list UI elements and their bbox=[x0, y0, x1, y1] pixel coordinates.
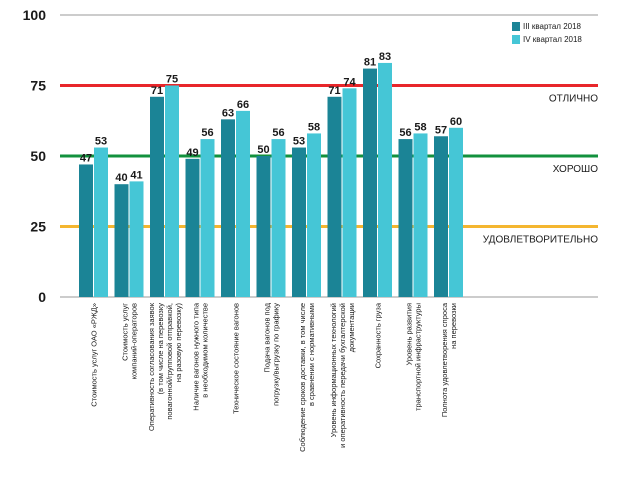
bar bbox=[413, 133, 428, 297]
reference-line-label: ХОРОШО bbox=[553, 164, 599, 175]
category-label: Сохранность груза bbox=[374, 302, 383, 368]
data-label: 53 bbox=[95, 136, 107, 148]
bar bbox=[363, 68, 377, 297]
data-label: 41 bbox=[130, 169, 142, 181]
y-tick-label: 75 bbox=[30, 78, 46, 94]
bar bbox=[256, 156, 271, 297]
data-label: 58 bbox=[308, 121, 320, 133]
reference-line-label: ОТЛИЧНО bbox=[549, 94, 598, 105]
bar bbox=[307, 133, 321, 297]
legend: III квартал 2018 IV квартал 2018 bbox=[512, 22, 582, 44]
data-label: 83 bbox=[379, 51, 391, 63]
bar bbox=[292, 147, 306, 297]
category-label: Оперативность согласования заявок(в том … bbox=[147, 302, 183, 431]
bar bbox=[434, 136, 448, 297]
data-label: 53 bbox=[293, 136, 305, 148]
category-label: Техническое состояние вагонов bbox=[232, 303, 241, 414]
bar bbox=[271, 139, 286, 297]
bar bbox=[165, 85, 179, 297]
bar bbox=[221, 119, 235, 297]
data-label: 81 bbox=[364, 57, 376, 69]
data-label: 66 bbox=[237, 99, 249, 111]
bar bbox=[94, 147, 108, 297]
legend-entry: IV квартал 2018 bbox=[523, 35, 582, 44]
legend-entry: III квартал 2018 bbox=[523, 22, 582, 31]
category-labels: Стоимость услуг ОАО «РЖД» Стоимость услуг… bbox=[90, 302, 459, 452]
y-axis: 0 25 50 75 100 bbox=[23, 7, 47, 305]
data-label: 56 bbox=[272, 127, 284, 139]
bar bbox=[185, 158, 200, 297]
category-label: Наличие вагонов нужного типав необходимо… bbox=[192, 302, 210, 411]
legend-swatch bbox=[512, 22, 520, 31]
bar bbox=[79, 164, 93, 297]
category-label: Уровень развитиятранспортной инфраструкт… bbox=[405, 303, 423, 411]
y-tick-label: 0 bbox=[38, 289, 46, 305]
data-label: 58 bbox=[414, 121, 426, 133]
bar bbox=[129, 181, 144, 297]
bar bbox=[200, 139, 215, 297]
y-tick-label: 100 bbox=[23, 7, 47, 23]
category-label: Стоимость услуг ОАО «РЖД» bbox=[90, 303, 99, 407]
data-label: 49 bbox=[186, 147, 198, 159]
bar bbox=[449, 127, 463, 297]
category-label: Подача вагонов подпогрузку/выгрузку по г… bbox=[263, 302, 281, 406]
bar bbox=[398, 139, 413, 297]
bar bbox=[342, 88, 357, 297]
reference-line-label: УДОВЛЕТВОРИТЕЛЬНО bbox=[483, 235, 598, 246]
category-label: Уровень информационных технологийи опера… bbox=[329, 303, 356, 448]
y-tick-label: 25 bbox=[30, 219, 46, 235]
data-label: 57 bbox=[435, 124, 447, 136]
data-label: 75 bbox=[166, 74, 178, 86]
bar bbox=[327, 96, 342, 297]
category-label: Соблюдение сроков доставки, в том числев… bbox=[298, 303, 316, 452]
data-label: 56 bbox=[201, 127, 213, 139]
data-label: 60 bbox=[450, 116, 462, 128]
bar bbox=[150, 96, 164, 297]
data-label: 40 bbox=[115, 172, 127, 184]
bar bbox=[114, 184, 129, 297]
category-label: Полнота удовлетворения спросана перевозк… bbox=[440, 302, 458, 417]
data-label: 71 bbox=[151, 85, 163, 97]
bar bbox=[236, 110, 250, 297]
data-label: 47 bbox=[80, 152, 92, 164]
data-label: 56 bbox=[399, 127, 411, 139]
bar bbox=[378, 62, 392, 297]
y-tick-label: 50 bbox=[30, 148, 46, 164]
data-label: 50 bbox=[257, 144, 269, 156]
data-label: 71 bbox=[328, 85, 340, 97]
data-label: 63 bbox=[222, 107, 234, 119]
legend-swatch bbox=[512, 35, 520, 44]
data-label: 74 bbox=[343, 76, 356, 88]
category-label: Стоимость услугкомпаний-операторов bbox=[121, 303, 139, 380]
